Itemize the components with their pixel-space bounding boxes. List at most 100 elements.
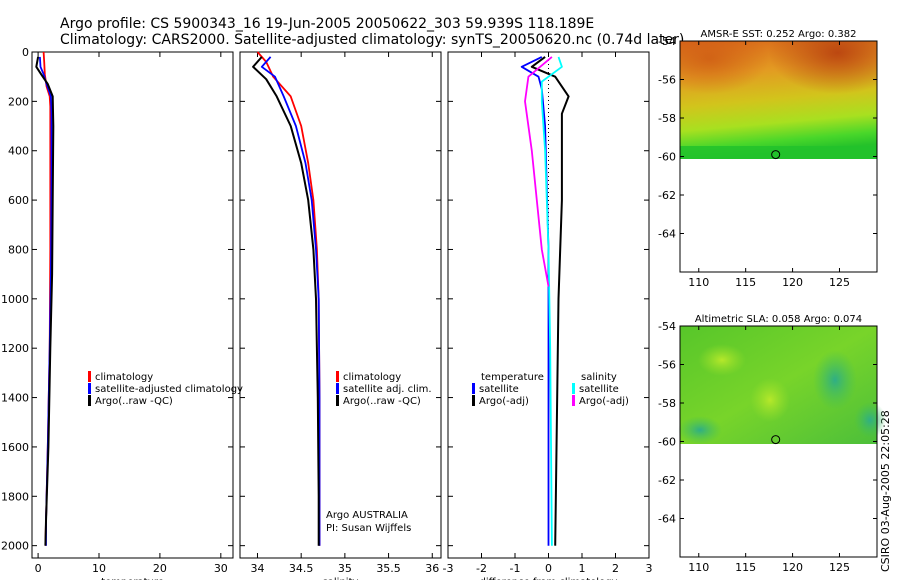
x-tick-label: 36 (425, 562, 439, 575)
side-credit: CSIRO 03-Aug-2005 22:05:28 (879, 410, 892, 572)
argo-location-marker (771, 435, 781, 445)
legend-swatch (88, 371, 91, 382)
legend-swatch (88, 383, 91, 394)
y-tick-label: -58 (658, 112, 676, 125)
legend-swatch (572, 395, 575, 406)
series-line (256, 51, 321, 546)
x-tick-label: 20 (153, 562, 167, 575)
x-tick-label: 0 (545, 562, 552, 575)
y-tick-label: 1400 (1, 392, 29, 405)
x-axis-label: difference from climatology (480, 577, 618, 580)
x-tick-label: 120 (782, 561, 803, 574)
y-tick-label: -58 (658, 397, 676, 410)
y-tick-label: 1800 (1, 490, 29, 503)
y-tick-label: 800 (8, 243, 29, 256)
sla-high-patch (813, 350, 857, 410)
legend-swatch (336, 371, 339, 382)
figure-title-line2: Climatology: CARS2000. Satellite-adjuste… (60, 32, 684, 48)
x-tick-label: 35 (338, 562, 352, 575)
x-tick-label: 115 (735, 276, 756, 289)
y-tick-label: 2000 (1, 540, 29, 553)
legend-swatch (336, 383, 339, 394)
x-axis-label: temperature (101, 577, 164, 580)
y-tick-label: -64 (658, 513, 676, 526)
altimetric-sla-map-panel: Altimetric SLA: 0.058 Argo: 0.074 110 115 1… (658, 314, 886, 574)
series-line (35, 56, 55, 546)
x-tick-label: 34.5 (289, 562, 314, 575)
legend-entry: Argo(-adj) (579, 396, 629, 407)
map-title: Altimetric SLA: 0.058 Argo: 0.074 (695, 314, 862, 325)
annotation-line: Argo AUSTRALIA (326, 510, 408, 521)
y-tick-label: -60 (658, 436, 676, 449)
annotation-line: PI: Susan Wijffels (326, 523, 411, 534)
x-tick-label: 110 (688, 276, 709, 289)
x-tick-label: 30 (214, 562, 228, 575)
x-tick-label: 110 (688, 561, 709, 574)
legend-entry: Argo(-adj) (479, 396, 529, 407)
y-tick-label: 0 (22, 46, 29, 59)
x-tick-label: 115 (735, 561, 756, 574)
x-tick-label: 120 (782, 276, 803, 289)
legend-entry: climatology (95, 372, 153, 383)
x-tick-label: 34 (250, 562, 264, 575)
sla-high-patch (854, 402, 886, 438)
sla-yellow-patch (750, 378, 790, 422)
sst-cold-band (680, 146, 877, 159)
plot-frame (239, 51, 442, 559)
x-tick-label: 35.5 (376, 562, 401, 575)
y-tick-label: 1200 (1, 342, 29, 355)
x-axis-label: salinity (323, 577, 359, 580)
legend-swatch (572, 383, 575, 394)
difference-panel: -3 -2 -1 0 1 2 3 difference from climatology tem… (443, 51, 653, 580)
y-tick-label: -54 (658, 320, 676, 333)
series-line (520, 56, 550, 546)
legend-swatch (336, 395, 339, 406)
x-tick-label: 125 (829, 561, 850, 574)
x-tick-label: 125 (829, 276, 850, 289)
y-tick-label: -64 (658, 228, 676, 241)
argo-location-marker (771, 150, 781, 160)
legend-swatch (472, 383, 475, 394)
series-line (252, 56, 320, 546)
plot-frame (31, 51, 234, 559)
figure-title-line1: Argo profile: CS 5900343_16 19-Jun-2005 … (60, 16, 594, 32)
series-line (530, 56, 570, 546)
sla-high-patch (678, 416, 722, 444)
y-tick-label: -56 (658, 74, 676, 87)
legend-heading: salinity (581, 372, 617, 383)
series-line (540, 56, 563, 546)
y-tick-label: -56 (658, 359, 676, 372)
y-tick-label: -60 (658, 151, 676, 164)
x-tick-label: 10 (92, 562, 106, 575)
x-tick-label: -2 (476, 562, 487, 575)
y-tick-label: 600 (8, 194, 29, 207)
sla-yellow-patch (698, 344, 746, 376)
y-tick-label: -54 (658, 35, 676, 48)
legend-entry: satellite adj. clim. (343, 384, 432, 395)
y-tick-label: 1600 (1, 441, 29, 454)
legend-entry: satellite (479, 384, 519, 395)
legend-entry: climatology (343, 372, 401, 383)
y-tick-label: 1000 (1, 293, 29, 306)
x-tick-label: 1 (579, 562, 586, 575)
x-tick-label: 3 (646, 562, 653, 575)
legend-swatch (472, 395, 475, 406)
amsre-sst-map-panel: AMSR-E SST: 0.252 Argo: 0.382 110 115 120 12… (658, 29, 878, 289)
y-tick-label: 200 (8, 95, 29, 108)
y-tick-label: -62 (658, 474, 676, 487)
legend-entry: satellite (579, 384, 619, 395)
sst-warm-patch-west (680, 41, 877, 159)
x-tick-label: -3 (443, 562, 454, 575)
legend-entry: Argo(..raw -QC) (343, 396, 421, 407)
y-tick-label: 400 (8, 145, 29, 158)
legend-swatch (88, 395, 91, 406)
y-tick-label: -62 (658, 189, 676, 202)
legend-entry: Argo(..raw -QC) (95, 396, 173, 407)
map-title: AMSR-E SST: 0.252 Argo: 0.382 (701, 29, 857, 40)
legend-entry: satellite-adjusted climatology (95, 384, 243, 395)
salinity-panel: 34 34.5 35 35.5 36 salinity climatologysatelli… (239, 51, 442, 580)
series-line (524, 56, 553, 287)
temperature-panel: 0 10 20 30 0 200 400 600 800 1000 1200 1400 1600 1800… (1, 46, 243, 580)
legend-heading: temperature (481, 372, 544, 383)
